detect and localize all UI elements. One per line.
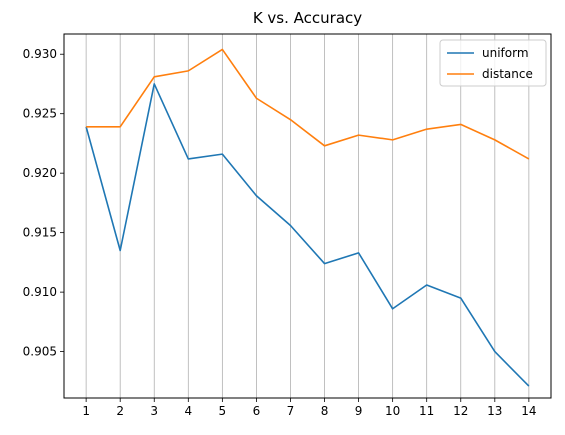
legend: uniform distance: [439, 39, 547, 87]
grid-lines: [85, 34, 530, 398]
series-lines: [85, 48, 530, 387]
chart-title: K vs. Accuracy: [253, 9, 362, 27]
x-tick-label: 4: [184, 404, 192, 418]
x-tick-label: 13: [487, 404, 502, 418]
y-tick-label: 0.915: [23, 226, 57, 240]
series-line-uniform: [85, 83, 530, 387]
legend-label-uniform: uniform: [482, 46, 529, 60]
plot-frame: [63, 33, 552, 399]
x-tick-label: 6: [253, 404, 261, 418]
x-tick-label: 14: [521, 404, 536, 418]
y-axis: 0.905 0.910 0.915 0.920 0.925 0.930: [23, 47, 64, 359]
x-tick-label: 8: [321, 404, 329, 418]
y-tick-label: 0.905: [23, 345, 57, 359]
x-tick-label: 9: [355, 404, 363, 418]
x-tick-label: 2: [116, 404, 124, 418]
x-tick-label: 11: [419, 404, 434, 418]
x-tick-label: 3: [150, 404, 158, 418]
series-line-distance: [86, 48, 530, 160]
x-axis: 1 2 3 4 5 6 7 8 9 10 11 12 13 14: [82, 398, 537, 418]
y-tick-label: 0.930: [23, 47, 57, 61]
x-tick-label: 1: [82, 404, 90, 418]
x-tick-label: 5: [219, 404, 227, 418]
x-tick-label: 10: [385, 404, 400, 418]
y-tick-label: 0.925: [23, 107, 57, 121]
y-tick-label: 0.920: [23, 166, 57, 180]
y-tick-label: 0.910: [23, 285, 57, 299]
legend-label-distance: distance: [482, 67, 533, 81]
x-tick-label: 7: [287, 404, 295, 418]
x-tick-label: 12: [453, 404, 468, 418]
